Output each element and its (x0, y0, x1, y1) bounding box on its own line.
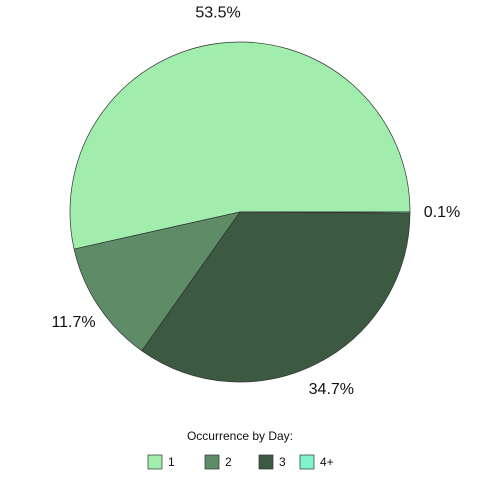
legend-swatch (299, 454, 315, 470)
data-label: 53.5% (195, 4, 240, 21)
legend-label: 1 (168, 455, 175, 469)
data-label: 0.1% (424, 204, 460, 221)
pie-slice (239, 211, 411, 214)
legend-swatch (258, 454, 274, 470)
legend-swatch (147, 454, 163, 470)
data-label: 34.7% (309, 381, 354, 398)
legend-label: 2 (225, 455, 232, 469)
legend-swatch (204, 454, 220, 470)
legend-title: Occurrence by Day: (187, 429, 293, 443)
legend-label: 3 (279, 455, 286, 469)
pie-slice (69, 41, 411, 250)
pie-slice (73, 211, 241, 352)
pie-slice (141, 211, 411, 383)
data-label: 11.7% (51, 314, 95, 331)
legend-label: 4+ (320, 455, 334, 469)
